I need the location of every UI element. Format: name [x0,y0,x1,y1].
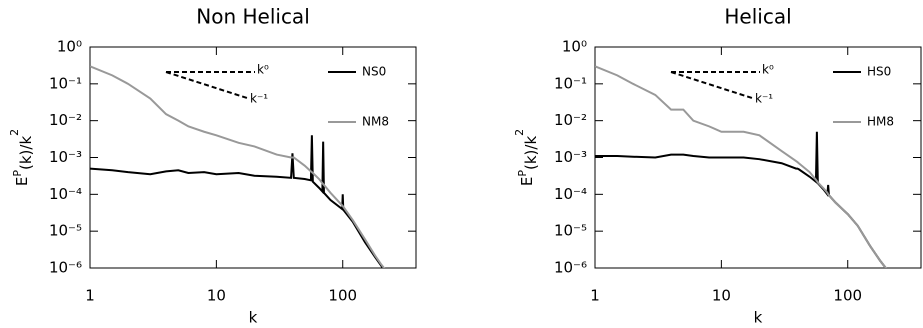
annotation: k⁰ [762,63,774,77]
slope-guide [670,71,753,99]
x-tick-label: 1 [85,287,95,305]
legend-label: HM8 [867,115,894,129]
y-axis-label-part: (k)/k [17,136,35,170]
x-axis-label: k [249,309,258,327]
y-tick-label: 10⁻⁴ [49,185,82,203]
y-axis-label-part: 2 [513,129,526,136]
y-tick-label: 10⁻² [49,111,82,129]
y-tick-label: 10⁻⁶ [554,259,587,277]
y-axis-label-part: (k)/k [522,136,540,170]
annotation: k⁰ [257,63,269,77]
series-line [90,65,386,268]
y-tick-label: 10⁻¹ [49,74,82,92]
y-tick-label: 10⁻⁵ [49,222,82,240]
panel: Helical k EP(k)/k2 1 10 100 10⁰ 10⁻¹ 10⁻² 10⁻³ 10⁻… [513,5,922,327]
panel: Non Helical k EP(k)/k2 1 10 100 10⁰ 10⁻¹ 10⁻² 10⁻… [8,5,417,327]
annotation: k⁻¹ [250,92,268,106]
x-tick-label: 10 [207,287,226,305]
plot-frame [89,46,417,269]
y-tick-label: 10⁻³ [49,148,82,166]
y-axis-label-part: E [13,177,31,186]
y-axis-label-part: 2 [8,129,21,136]
legend-label: NS0 [362,65,386,79]
x-axis-label: k [754,309,763,327]
x-tick-label: 100 [328,287,357,305]
y-axis-label: EP(k)/k2 [8,129,35,186]
annotation: k⁻¹ [755,92,773,106]
y-axis-label: EP(k)/k2 [513,129,540,186]
x-tick-label: 10 [712,287,731,305]
chart-title: Helical [724,5,791,29]
y-tick-label: 10⁻⁵ [554,222,587,240]
y-tick-label: 10⁻³ [554,148,587,166]
x-tick-label: 1 [590,287,600,305]
y-tick-label: 10⁻² [554,111,587,129]
y-tick-label: 10⁰ [562,38,587,56]
y-axis-label-part: P [516,170,529,177]
y-axis-label-part: E [518,177,536,186]
series-line [90,135,385,268]
y-tick-label: 10⁻¹ [554,74,587,92]
y-tick-label: 10⁰ [57,38,82,56]
y-tick-label: 10⁻⁶ [49,259,82,277]
series-line [595,65,887,268]
slope-guide [165,71,248,99]
series-line [595,131,887,268]
y-axis-label-part: P [11,170,24,177]
y-tick-label: 10⁻⁴ [554,185,587,203]
legend-label: NM8 [362,115,389,129]
legend-label: HS0 [867,65,891,79]
chart-title: Non Helical [196,5,310,29]
x-tick-label: 100 [833,287,862,305]
